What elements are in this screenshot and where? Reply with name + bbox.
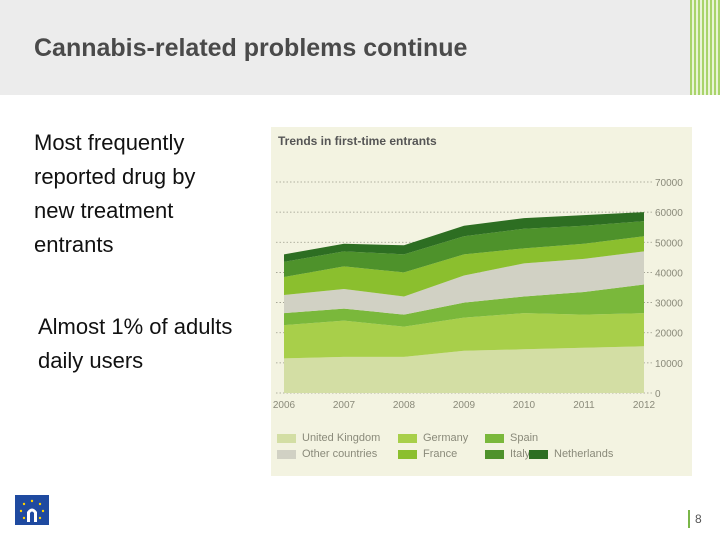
- legend-item: Other countries: [277, 448, 377, 460]
- legend-item: France: [398, 448, 457, 460]
- legend-label: Germany: [423, 432, 469, 444]
- bullet-text-2: Almost 1% of adults daily users: [38, 314, 233, 373]
- slide-title: Cannabis-related problems continue: [34, 34, 468, 62]
- legend-item: Spain: [485, 432, 538, 444]
- legend-swatch: [485, 433, 504, 443]
- legend-label: Netherlands: [554, 448, 614, 460]
- legend-swatch: [277, 449, 296, 459]
- legend-label: Spain: [510, 432, 539, 444]
- legend-item: Netherlands: [529, 448, 613, 460]
- legend-label: Other countries: [302, 448, 378, 460]
- eu-agency-logo: [15, 495, 49, 525]
- slide-header: [0, 0, 720, 95]
- bullet-text-1: Most frequently reported drug by new tre…: [34, 130, 196, 257]
- legend-swatch: [398, 449, 417, 459]
- legend-swatch: [529, 449, 548, 459]
- chart-panel: [271, 127, 692, 476]
- legend-swatch: [398, 433, 417, 443]
- page-number: 8: [688, 510, 702, 528]
- legend-item: United Kingdom: [277, 432, 380, 444]
- legend-label: France: [423, 448, 458, 460]
- legend-label: United Kingdom: [302, 432, 381, 444]
- legend-item: Italy: [485, 448, 530, 460]
- legend-swatch: [485, 449, 504, 459]
- header-stripe-decoration: [690, 0, 720, 95]
- legend-label: Italy: [510, 448, 531, 460]
- legend-swatch: [277, 433, 296, 443]
- legend-item: Germany: [398, 432, 468, 444]
- chart-title: Trends in first-time entrants: [278, 134, 437, 148]
